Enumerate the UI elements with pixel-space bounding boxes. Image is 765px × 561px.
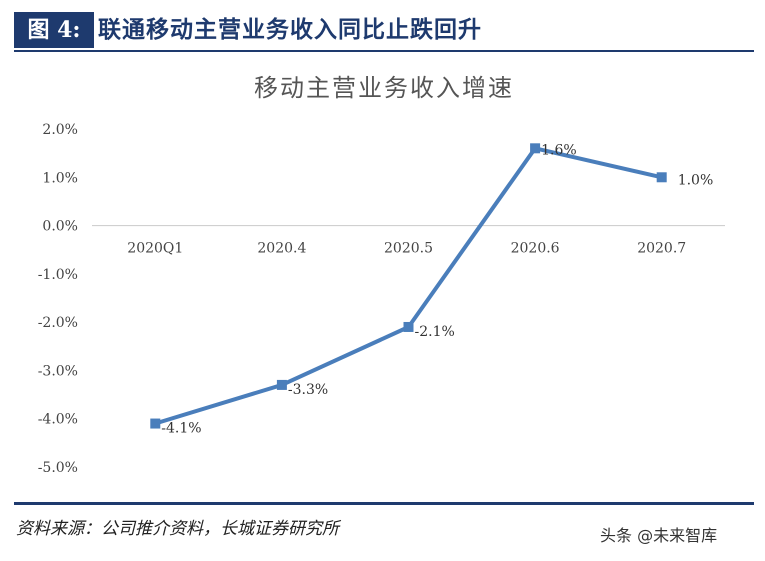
y-tick-label: -4.0% xyxy=(38,412,78,428)
data-markers xyxy=(150,143,667,429)
data-point-marker xyxy=(150,418,161,429)
source-note: 资料来源：公司推介资料，长城证券研究所 xyxy=(16,519,339,539)
data-labels: -4.1% -3.3% -2.1% 1.6% 1.0% xyxy=(161,142,713,436)
y-tick-label: -2.0% xyxy=(38,315,78,331)
series-polyline xyxy=(154,146,663,426)
x-tick-label: 2020Q1 xyxy=(127,241,183,257)
y-tick-label: 1.0% xyxy=(42,170,78,186)
data-point-marker xyxy=(530,143,541,154)
footer-rule xyxy=(14,502,754,505)
x-tick-label: 2020.7 xyxy=(637,241,686,257)
y-tick-label: 2.0% xyxy=(42,122,78,138)
y-tick-label: -5.0% xyxy=(38,460,78,476)
x-tick-label: 2020.6 xyxy=(511,241,560,257)
chart-title: 移动主营业务收入增速 xyxy=(254,74,514,102)
data-label: -2.1% xyxy=(415,324,455,340)
line-chart: 移动主营业务收入增速 2.0% 1.0% 0.0% -1.0% -2.0% -3.0% -4… xyxy=(38,74,725,476)
data-point-marker xyxy=(403,321,414,332)
figure-title: 联通移动主营业务收入同比止跌回升 xyxy=(98,17,482,43)
x-tick-label: 2020.4 xyxy=(257,241,306,257)
data-label: -3.3% xyxy=(288,382,328,398)
data-label: -4.1% xyxy=(161,421,201,437)
y-axis: 2.0% 1.0% 0.0% -1.0% -2.0% -3.0% -4.0% -5.0% xyxy=(38,122,78,476)
figure-header: 图 4: 联通移动主营业务收入同比止跌回升 xyxy=(14,10,754,52)
y-tick-label: -3.0% xyxy=(38,363,78,379)
data-label: 1.6% xyxy=(541,142,577,158)
data-point-marker xyxy=(276,379,287,390)
x-tick-label: 2020.5 xyxy=(384,241,433,257)
series-line xyxy=(154,146,663,426)
data-label: 1.0% xyxy=(678,172,714,188)
watermark: 头条 @未来智库 xyxy=(600,526,718,545)
x-tick-labels: 2020Q1 2020.4 2020.5 2020.6 2020.7 xyxy=(127,241,686,257)
y-tick-label: -1.0% xyxy=(38,267,78,283)
figure-label: 图 4: xyxy=(14,12,94,48)
y-tick-label: 0.0% xyxy=(42,219,78,235)
data-point-marker xyxy=(656,172,667,183)
